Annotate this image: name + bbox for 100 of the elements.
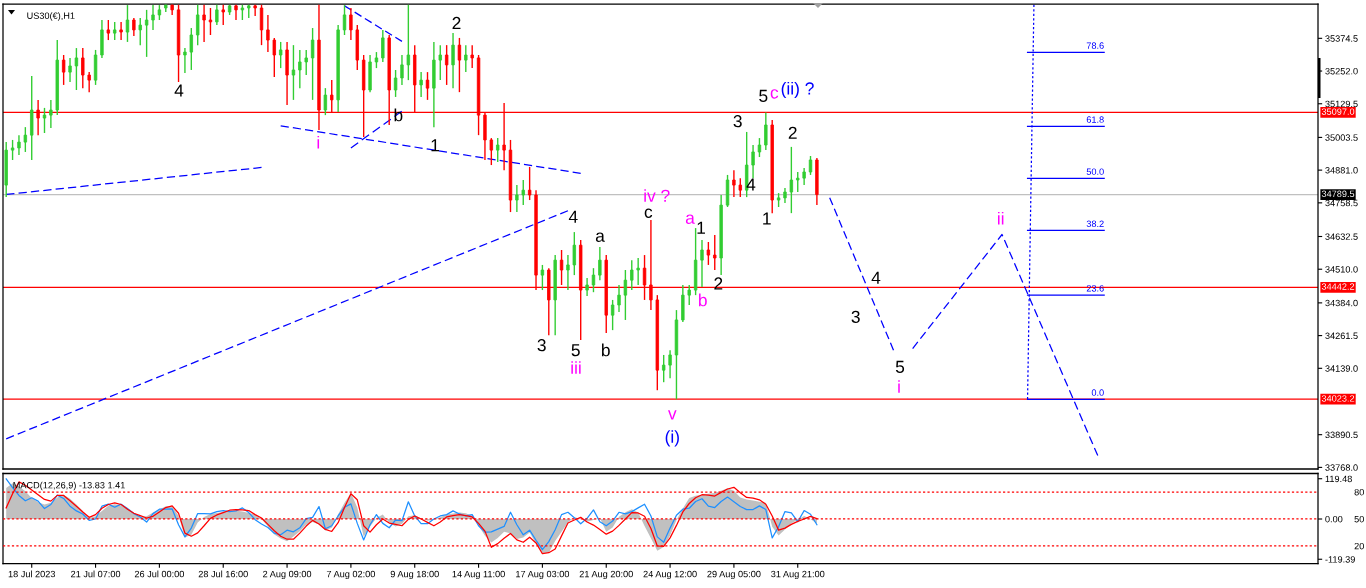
candlestick xyxy=(106,19,111,41)
y-tick-label: 35003.5 xyxy=(1325,134,1358,141)
x-tick-label: 9 Aug 18:00 xyxy=(390,570,439,580)
candlestick xyxy=(208,7,213,36)
candlestick xyxy=(381,29,385,63)
annotation: b xyxy=(698,293,707,307)
candlestick xyxy=(623,269,628,321)
annotation: 4 xyxy=(871,271,881,284)
y-tick-label: 34261.5 xyxy=(1325,332,1358,339)
candlestick xyxy=(125,4,130,43)
y-tick-label: 0.00 xyxy=(1325,515,1343,523)
candlestick xyxy=(419,71,423,98)
candlestick xyxy=(400,54,404,86)
candlestick xyxy=(706,241,711,266)
y2-tick-label: 80 xyxy=(1354,488,1364,496)
series-label: 61.8 xyxy=(1086,116,1104,123)
annotation: c xyxy=(770,89,779,99)
candlestick xyxy=(489,137,494,166)
x-tick-label: 26 Jul 00:00 xyxy=(134,570,185,578)
annotation: i xyxy=(898,380,900,393)
candlestick xyxy=(687,284,691,306)
y2-tick-label: 50 xyxy=(1354,515,1364,523)
ref-line-label: 34789.5 xyxy=(1321,190,1355,198)
annotation: 2 xyxy=(452,16,461,29)
annotation: iii xyxy=(571,361,581,374)
text: US30(€),H1 xyxy=(27,12,75,21)
y-tick-label: 33768.0 xyxy=(1325,464,1358,471)
candlestick xyxy=(630,259,634,291)
candlestick xyxy=(304,49,308,76)
candlestick xyxy=(789,146,794,214)
y-tick-label: 34384.0 xyxy=(1325,299,1358,307)
y-tick-label: 119.48 xyxy=(1325,475,1352,483)
candlestick xyxy=(757,137,762,158)
candlestick xyxy=(310,27,315,101)
candlestick xyxy=(521,179,525,206)
candlestick xyxy=(278,41,283,69)
candlestick xyxy=(113,21,117,41)
annotation: 2 xyxy=(714,277,723,290)
candlestick xyxy=(215,4,219,26)
y2-tick-label: 20 xyxy=(1354,542,1364,550)
candlestick xyxy=(496,137,500,163)
candlestick xyxy=(425,71,430,101)
candlestick xyxy=(451,32,455,89)
y-tick-label: 34758.5 xyxy=(1325,199,1358,207)
candlestick xyxy=(540,264,545,291)
annotation: 3 xyxy=(537,339,546,352)
y-tick-label: 34632.5 xyxy=(1325,233,1358,240)
candlestick xyxy=(444,44,449,86)
ref-line-label: 35097.0 xyxy=(1321,108,1355,115)
candlestick xyxy=(61,54,66,86)
candlestick xyxy=(68,57,72,83)
candlestick xyxy=(259,4,264,46)
candlestick xyxy=(732,169,736,198)
annotation: a xyxy=(595,232,605,242)
annotation: 1 xyxy=(431,139,439,152)
x-tick-label: 17 Aug 03:00 xyxy=(516,570,570,580)
x-tick-label: 7 Aug 02:00 xyxy=(326,570,376,580)
candlestick xyxy=(713,234,717,271)
annotation: i xyxy=(317,135,320,149)
candlestick xyxy=(266,14,270,53)
ref-line-label: 34442.2 xyxy=(1321,283,1355,290)
candlestick xyxy=(808,155,813,176)
annotation: v xyxy=(668,410,677,420)
candlestick xyxy=(591,267,596,293)
y-tick-label: 35374.5 xyxy=(1325,35,1358,42)
candlestick xyxy=(559,249,564,286)
annotation: c xyxy=(644,208,653,218)
annotation: 5 xyxy=(571,344,580,357)
y-tick-label: 34510.0 xyxy=(1325,266,1358,273)
candlestick xyxy=(617,284,621,313)
candlestick xyxy=(438,44,442,81)
x-tick-label: 2 Aug 09:00 xyxy=(263,570,312,580)
candlestick xyxy=(470,44,474,69)
annotation: a xyxy=(685,214,695,224)
series-label: 78.6 xyxy=(1086,42,1104,49)
candlestick xyxy=(700,239,704,288)
annotation: 1 xyxy=(763,212,771,225)
x-tick-label: 28 Jul 16:00 xyxy=(198,570,248,578)
candlestick xyxy=(610,299,615,331)
y-tick-label: -119.39 xyxy=(1325,556,1355,563)
candlestick xyxy=(572,231,577,276)
candlestick xyxy=(272,37,276,78)
series-label: 50.0 xyxy=(1086,168,1104,175)
candlestick xyxy=(42,107,47,134)
candlestick xyxy=(598,246,602,281)
candlestick xyxy=(298,49,302,89)
candlestick xyxy=(49,99,53,129)
y-tick-label: 35129.5 xyxy=(1325,100,1358,108)
candlestick xyxy=(189,27,194,71)
candlestick xyxy=(323,87,328,116)
y-tick-label: 34139.0 xyxy=(1325,365,1358,372)
candlestick xyxy=(457,37,462,93)
y-tick-label: 33890.5 xyxy=(1325,431,1358,439)
candlestick xyxy=(196,4,200,46)
series-label: 0.0 xyxy=(1091,389,1104,396)
annotation: 4 xyxy=(174,84,184,97)
annotation: b xyxy=(601,343,610,357)
candlestick xyxy=(566,254,570,291)
candlestick xyxy=(738,177,742,198)
annotation: ii xyxy=(998,211,1004,225)
